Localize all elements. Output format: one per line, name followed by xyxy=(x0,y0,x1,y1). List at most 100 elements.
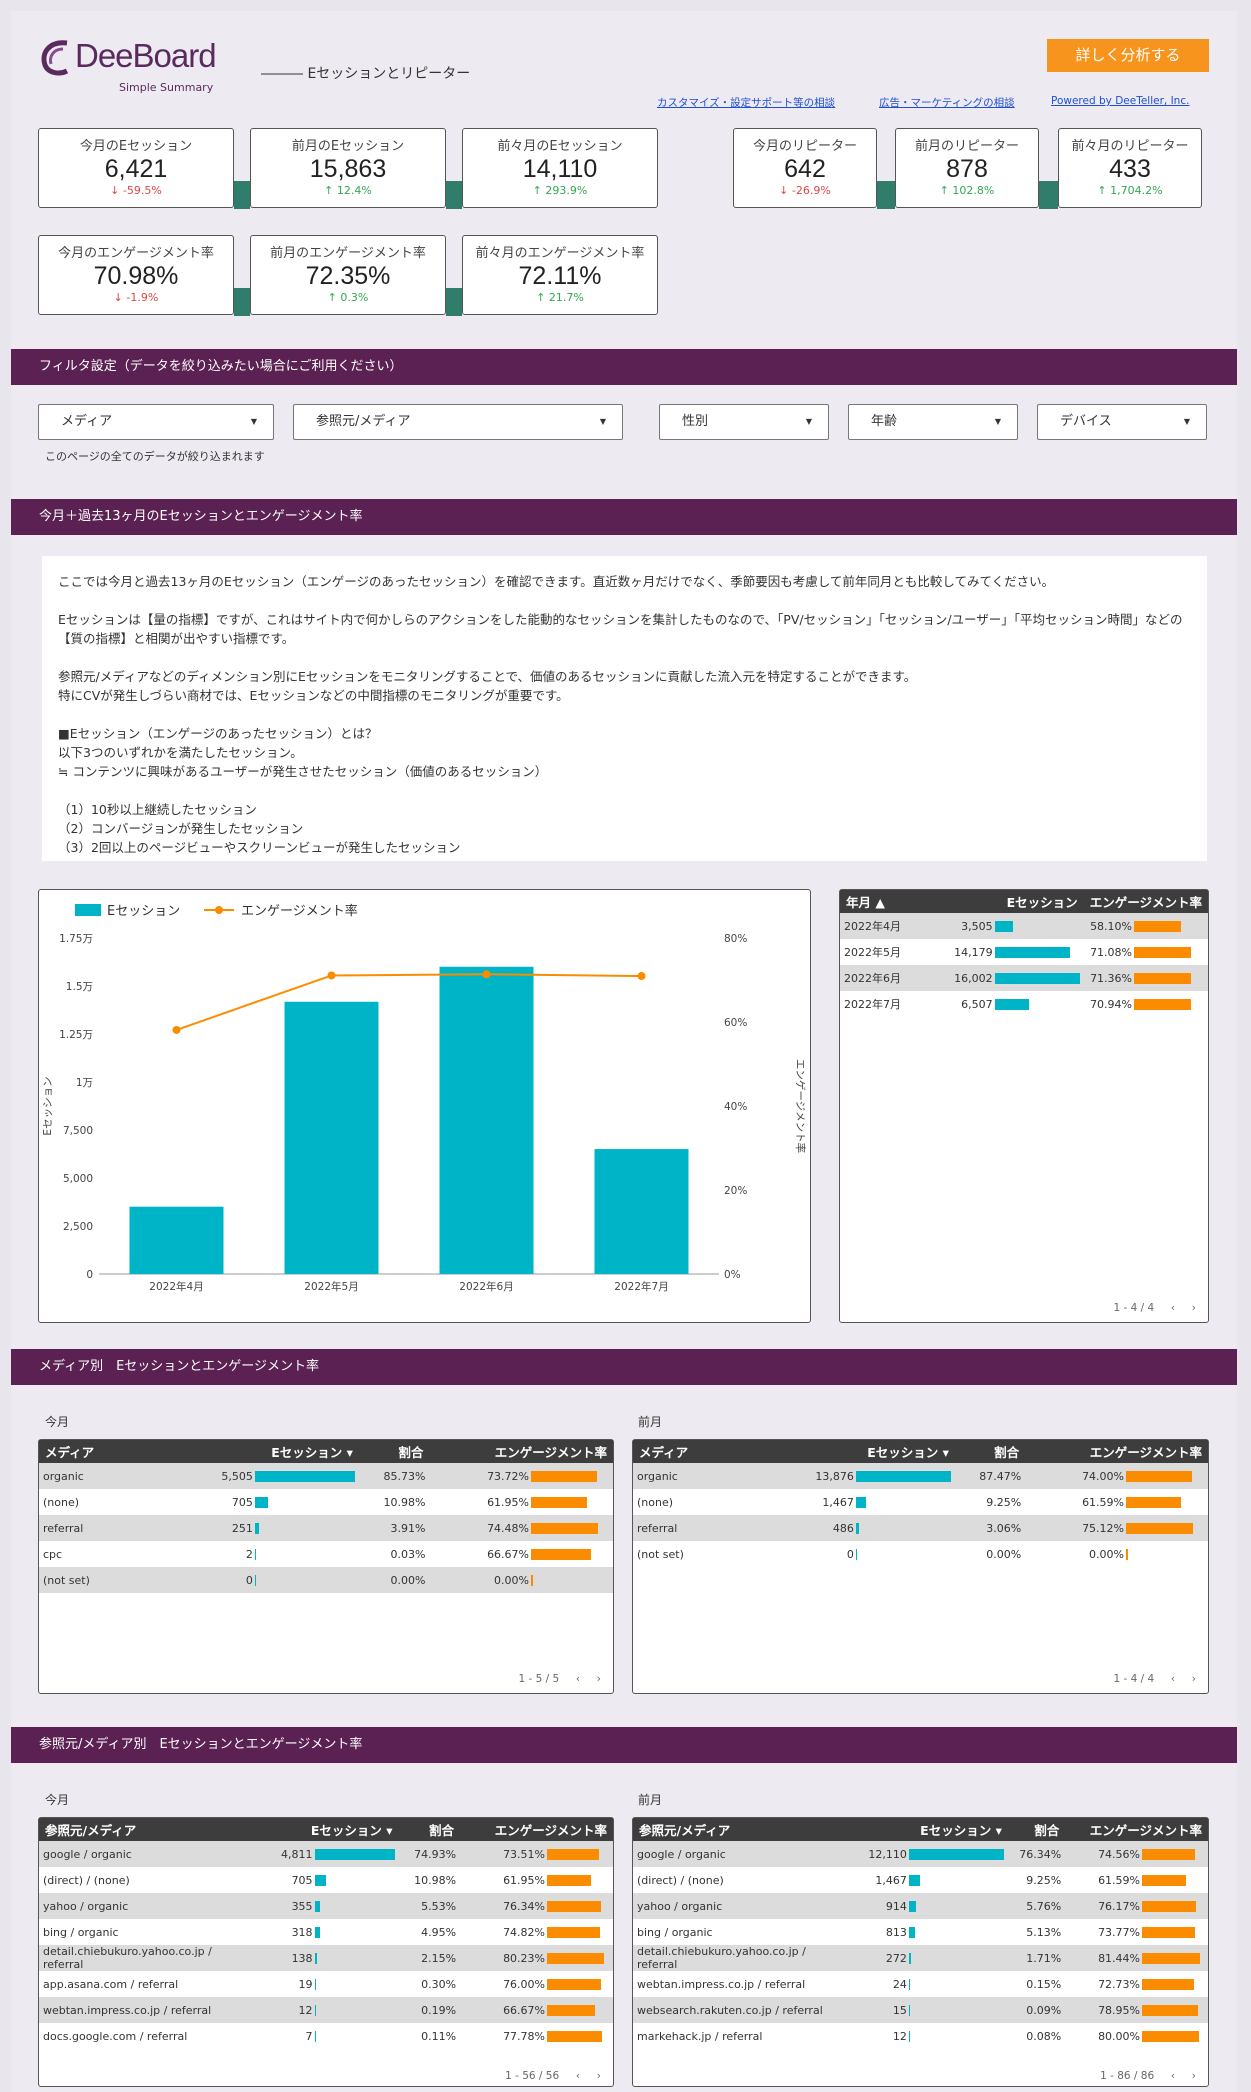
sessions-cell: 4,811 xyxy=(249,1841,399,1867)
next-page-icon[interactable]: › xyxy=(1191,1302,1196,1314)
rate-bar xyxy=(1134,946,1192,958)
rate-value: 61.59% xyxy=(1082,1495,1125,1509)
column-header[interactable]: 参照元/メディア xyxy=(633,1818,843,1841)
analyze-button[interactable]: 詳しく分析する xyxy=(1047,39,1209,72)
device-filter-dropdown[interactable]: デバイス ▼ xyxy=(1037,404,1207,440)
kpi-connector xyxy=(234,288,250,316)
table-row[interactable]: organic 5,505 85.73% 73.72% xyxy=(39,1463,613,1489)
arrow-down-icon: ↓ xyxy=(779,184,792,197)
column-header[interactable]: 割合 xyxy=(1007,1818,1066,1841)
column-header[interactable]: エンゲージメント率 xyxy=(1025,1440,1208,1463)
rate-cell: 71.36% xyxy=(1083,965,1208,991)
next-page-icon[interactable]: › xyxy=(1191,1673,1196,1685)
rate-bar xyxy=(1126,1522,1194,1534)
pagination[interactable]: 1 - 4 / 4 ‹ › xyxy=(1113,1673,1196,1685)
rate-bar xyxy=(1126,1496,1182,1508)
column-header[interactable]: メディア xyxy=(633,1440,753,1463)
next-page-icon[interactable]: › xyxy=(596,1673,601,1685)
table-row[interactable]: (not set) 0 0.00% 0.00% xyxy=(633,1541,1208,1567)
table-row[interactable]: google / organic 4,811 74.93% 73.51% xyxy=(39,1841,613,1867)
kpi-delta: ↓ -1.9% xyxy=(39,291,233,304)
table-row[interactable]: organic 13,876 87.47% 74.00% xyxy=(633,1463,1208,1489)
column-header[interactable]: 年月 ▲ xyxy=(840,890,950,913)
column-header[interactable]: 割合 xyxy=(358,1440,430,1463)
column-header[interactable]: Eセッション ▾ xyxy=(843,1818,1008,1841)
table-row[interactable]: (none) 1,467 9.25% 61.59% xyxy=(633,1489,1208,1515)
column-header[interactable]: Eセッション ▾ xyxy=(159,1440,359,1463)
y2-tick-label: 60% xyxy=(724,1017,747,1029)
column-header[interactable]: Eセッション ▾ xyxy=(753,1440,955,1463)
table-row[interactable]: referral 251 3.91% 74.48% xyxy=(39,1515,613,1541)
rate-bar xyxy=(547,1848,600,1860)
y-tick-label: 2,500 xyxy=(63,1221,93,1233)
sessions-value: 19 xyxy=(298,1977,313,1991)
table-row[interactable]: markehack.jp / referral 12 0.08% 80.00% xyxy=(633,2023,1208,2049)
prev-page-icon[interactable]: ‹ xyxy=(575,1673,581,1685)
table-row[interactable]: 2022年6月 16,002 71.36% xyxy=(840,965,1208,991)
table-row[interactable]: (direct) / (none) 1,467 9.25% 61.59% xyxy=(633,1867,1208,1893)
column-header[interactable]: Eセッション ▾ xyxy=(249,1818,399,1841)
pagination[interactable]: 1 - 5 / 5 ‹ › xyxy=(518,1673,601,1685)
table-row[interactable]: referral 486 3.06% 75.12% xyxy=(633,1515,1208,1541)
column-header[interactable]: 割合 xyxy=(954,1440,1026,1463)
table-row[interactable]: bing / organic 318 4.95% 74.82% xyxy=(39,1919,613,1945)
column-header[interactable]: 割合 xyxy=(398,1818,461,1841)
age-filter-dropdown[interactable]: 年齢 ▼ xyxy=(848,404,1018,440)
sessions-value: 914 xyxy=(885,1899,907,1913)
rate-bar xyxy=(547,1926,601,1938)
media-filter-dropdown[interactable]: メディア ▼ xyxy=(38,404,274,440)
table-row[interactable]: yahoo / organic 914 5.76% 76.17% xyxy=(633,1893,1208,1919)
column-header[interactable]: Eセッション xyxy=(950,890,1084,913)
column-header[interactable]: エンゲージメント率 xyxy=(1083,890,1208,913)
share-cell: 76.34% xyxy=(1007,1841,1066,1867)
table-row[interactable]: webtan.impress.co.jp / referral 24 0.15% 72… xyxy=(633,1971,1208,1997)
table-row[interactable]: app.asana.com / referral 19 0.30% 76.00% xyxy=(39,1971,613,1997)
kpi-label: 今月のリピーター xyxy=(752,139,857,154)
pagination[interactable]: 1 - 86 / 86 ‹ › xyxy=(1100,2070,1196,2082)
sessions-cell: 318 xyxy=(249,1919,399,1945)
table-row[interactable]: (direct) / (none) 705 10.98% 61.95% xyxy=(39,1867,613,1893)
pagination[interactable]: 1 - 4 / 4 ‹ › xyxy=(1113,1302,1196,1314)
table-row[interactable]: 2022年7月 6,507 70.94% xyxy=(840,991,1208,1017)
table-row[interactable]: (not set) 0 0.00% 0.00% xyxy=(39,1567,613,1593)
prev-page-icon[interactable]: ‹ xyxy=(1170,1302,1176,1314)
pagination[interactable]: 1 - 56 / 56 ‹ › xyxy=(505,2070,601,2082)
column-header[interactable]: 参照元/メディア xyxy=(39,1818,249,1841)
table-row[interactable]: cpc 2 0.03% 66.67% xyxy=(39,1541,613,1567)
table-row[interactable]: (none) 705 10.98% 61.95% xyxy=(39,1489,613,1515)
column-header[interactable]: エンゲージメント率 xyxy=(1065,1818,1208,1841)
table-row[interactable]: webtan.impress.co.jp / referral 12 0.19% 66… xyxy=(39,1997,613,2023)
rate-bar xyxy=(547,2030,603,2042)
arrow-up-icon: ↑ xyxy=(939,184,953,197)
table-row[interactable]: detail.chiebukuro.yahoo.co.jp / referral… xyxy=(633,1945,1208,1971)
gender-filter-dropdown[interactable]: 性別 ▼ xyxy=(659,404,829,440)
table-row[interactable]: 2022年4月 3,505 58.10% xyxy=(840,913,1208,939)
source-medium-filter-dropdown[interactable]: 参照元/メディア ▼ xyxy=(293,404,623,440)
table-row[interactable]: websearch.rakuten.co.jp / referral 15 0.09… xyxy=(633,1997,1208,2023)
share-cell: 0.00% xyxy=(358,1567,430,1593)
sessions-cell: 12,110 xyxy=(843,1841,1008,1867)
table-row[interactable]: yahoo / organic 355 5.53% 76.34% xyxy=(39,1893,613,1919)
table-row[interactable]: 2022年5月 14,179 71.08% xyxy=(840,939,1208,965)
powered-by-link[interactable]: Powered by DeeTeller, Inc. xyxy=(1051,95,1190,107)
prev-page-icon[interactable]: ‹ xyxy=(575,2070,581,2082)
sessions-value: 14,179 xyxy=(954,945,993,959)
table-row[interactable]: bing / organic 813 5.13% 73.77% xyxy=(633,1919,1208,1945)
customize-support-link[interactable]: カスタマイズ・設定サポート等の相談 xyxy=(657,97,836,109)
prev-page-icon[interactable]: ‹ xyxy=(1170,1673,1176,1685)
column-header[interactable]: エンゲージメント率 xyxy=(429,1440,613,1463)
table-row[interactable]: google / organic 12,110 76.34% 74.56% xyxy=(633,1841,1208,1867)
table-row[interactable]: detail.chiebukuro.yahoo.co.jp / referral… xyxy=(39,1945,613,1971)
column-header[interactable]: エンゲージメント率 xyxy=(460,1818,613,1841)
rate-cell: 74.82% xyxy=(460,1919,613,1945)
sessions-bar xyxy=(908,2030,911,2042)
rate-bar xyxy=(1134,920,1181,932)
table-row[interactable]: docs.google.com / referral 7 0.11% 77.78% xyxy=(39,2023,613,2049)
next-page-icon[interactable]: › xyxy=(596,2070,601,2082)
next-page-icon[interactable]: › xyxy=(1191,2070,1196,2082)
sessions-cell: 0 xyxy=(753,1541,955,1567)
sessions-cell: 2 xyxy=(159,1541,359,1567)
ad-marketing-link[interactable]: 広告・マーケティングの相談 xyxy=(879,97,1015,109)
column-header[interactable]: メディア xyxy=(39,1440,159,1463)
prev-page-icon[interactable]: ‹ xyxy=(1170,2070,1176,2082)
